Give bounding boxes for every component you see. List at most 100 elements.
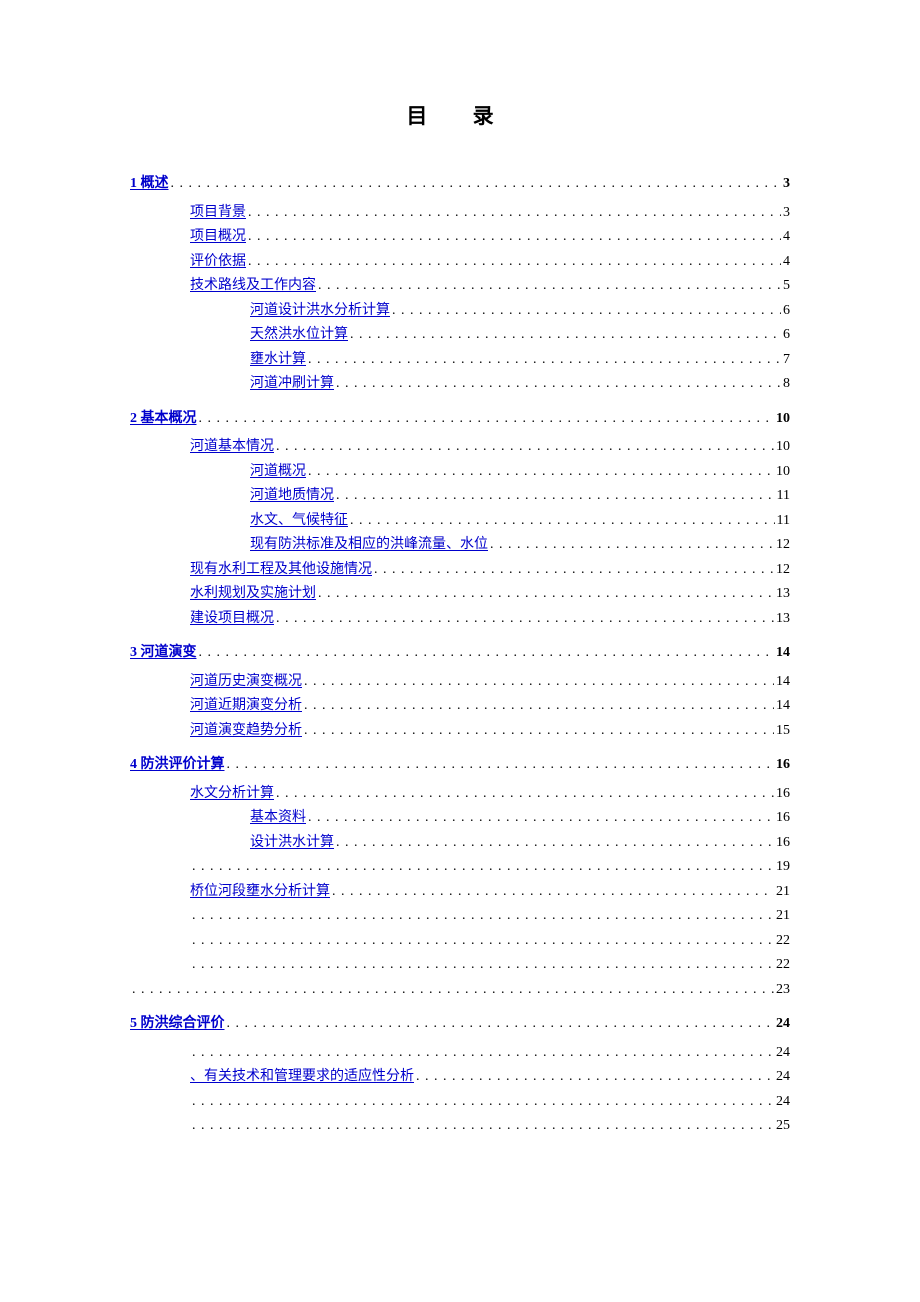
toc-leader	[169, 172, 782, 197]
toc-page: 16	[774, 806, 790, 831]
toc-entry: 河道近期演变分析14	[190, 694, 790, 719]
toc-entry: 现有防洪标准及相应的洪峰流量、水位12	[250, 533, 790, 558]
toc-link[interactable]: 设计洪水计算	[250, 831, 334, 856]
toc-leader	[190, 953, 774, 978]
toc-leader	[302, 670, 774, 695]
toc-entry: 1 概述3	[130, 172, 790, 197]
toc-leader	[190, 1114, 774, 1139]
toc-entry: 23	[130, 978, 790, 1003]
toc-link[interactable]: 河道设计洪水分析计算	[250, 299, 390, 324]
toc-page: 7	[781, 348, 790, 373]
toc-leader	[190, 929, 774, 954]
toc-page: 13	[774, 582, 790, 607]
toc-entry: 2 基本概况 10	[130, 407, 790, 432]
toc-link[interactable]: 河道概况	[250, 460, 306, 485]
toc-link[interactable]: 1 概述	[130, 172, 169, 197]
toc-link[interactable]: 水利规划及实施计划	[190, 582, 316, 607]
toc-page: 11	[775, 509, 790, 534]
toc-link[interactable]: 水文分析计算	[190, 782, 274, 807]
toc-leader	[348, 323, 781, 348]
toc-leader	[334, 831, 774, 856]
toc-leader	[225, 1012, 775, 1037]
toc-page: 24	[774, 1012, 790, 1037]
toc-link[interactable]: 项目概况	[190, 225, 246, 250]
toc-entry: 河道历史演变概况14	[190, 670, 790, 695]
toc-leader	[330, 880, 774, 905]
toc-leader	[334, 484, 775, 509]
toc-link[interactable]: 水文、气候特征	[250, 509, 348, 534]
toc-link[interactable]: 基本资料	[250, 806, 306, 831]
toc-link[interactable]: 5 防洪综合评价	[130, 1012, 225, 1037]
toc-container: 1 概述3 项目背景3 项目概况4 评价依据4 技术路线及工作内容5 河道设计洪…	[130, 172, 790, 1139]
toc-page: 14	[774, 641, 790, 666]
toc-entry: 25	[190, 1114, 790, 1139]
toc-entry: 24	[190, 1090, 790, 1115]
toc-entry: 壅水计算 7	[250, 348, 790, 373]
toc-link[interactable]: 2 基本概况	[130, 407, 197, 432]
toc-leader	[302, 719, 774, 744]
toc-entry: 4 防洪评价计算 16	[130, 753, 790, 778]
toc-link[interactable]: 河道冲刷计算	[250, 372, 334, 397]
toc-entry: 22	[190, 929, 790, 954]
toc-page: 16	[774, 782, 790, 807]
toc-link[interactable]: 评价依据	[190, 250, 246, 275]
toc-link[interactable]: 、有关技术和管理要求的适应性分析	[190, 1065, 414, 1090]
toc-entry: 河道演变趋势分析15	[190, 719, 790, 744]
toc-link[interactable]: 河道地质情况	[250, 484, 334, 509]
toc-link[interactable]: 现有水利工程及其他设施情况	[190, 558, 372, 583]
toc-page: 19	[774, 855, 790, 880]
toc-link[interactable]: 项目背景	[190, 201, 246, 226]
toc-entry: 22	[190, 953, 790, 978]
toc-title: 目 录	[130, 100, 790, 130]
toc-link[interactable]: 天然洪水位计算	[250, 323, 348, 348]
toc-leader	[197, 407, 775, 432]
toc-page: 11	[775, 484, 790, 509]
toc-link[interactable]: 现有防洪标准及相应的洪峰流量、水位	[250, 533, 488, 558]
toc-page: 24	[774, 1090, 790, 1115]
toc-link[interactable]: 4 防洪评价计算	[130, 753, 225, 778]
toc-entry: 评价依据 4	[190, 250, 790, 275]
toc-leader	[246, 225, 781, 250]
toc-leader	[316, 274, 781, 299]
toc-page: 13	[774, 607, 790, 632]
toc-link[interactable]: 河道基本情况	[190, 435, 274, 460]
toc-leader	[190, 904, 774, 929]
toc-link[interactable]: 3 河道演变	[130, 641, 197, 666]
toc-page: 6	[781, 323, 790, 348]
toc-leader	[190, 1090, 774, 1115]
toc-leader	[130, 978, 774, 1003]
toc-leader	[306, 348, 781, 373]
toc-entry: 19	[190, 855, 790, 880]
toc-entry: 河道概况10	[250, 460, 790, 485]
toc-leader	[274, 607, 774, 632]
toc-link[interactable]: 河道历史演变概况	[190, 670, 302, 695]
toc-link[interactable]: 河道近期演变分析	[190, 694, 302, 719]
toc-entry: 水利规划及实施计划 13	[190, 582, 790, 607]
toc-leader	[306, 460, 774, 485]
toc-page: 3	[781, 201, 790, 226]
toc-leader	[348, 509, 775, 534]
toc-entry: 设计洪水计算16	[250, 831, 790, 856]
toc-entry: 水文分析计算 16	[190, 782, 790, 807]
toc-entry: 基本资料 16	[250, 806, 790, 831]
toc-page: 16	[774, 753, 790, 778]
toc-page: 24	[774, 1041, 790, 1066]
toc-link[interactable]: 桥位河段壅水分析计算	[190, 880, 330, 905]
toc-page: 4	[781, 250, 790, 275]
toc-page: 10	[774, 435, 790, 460]
toc-leader	[246, 201, 781, 226]
toc-page: 22	[774, 929, 790, 954]
toc-page: 4	[781, 225, 790, 250]
toc-leader	[274, 435, 774, 460]
toc-link[interactable]: 壅水计算	[250, 348, 306, 373]
toc-link[interactable]: 建设项目概况	[190, 607, 274, 632]
toc-entry: 24	[190, 1041, 790, 1066]
toc-leader	[190, 1041, 774, 1066]
toc-link[interactable]: 河道演变趋势分析	[190, 719, 302, 744]
toc-entry: 河道设计洪水分析计算 6	[250, 299, 790, 324]
toc-page: 12	[774, 558, 790, 583]
toc-link[interactable]: 技术路线及工作内容	[190, 274, 316, 299]
toc-entry: 项目概况 4	[190, 225, 790, 250]
toc-page: 10	[774, 407, 790, 432]
toc-page: 6	[781, 299, 790, 324]
